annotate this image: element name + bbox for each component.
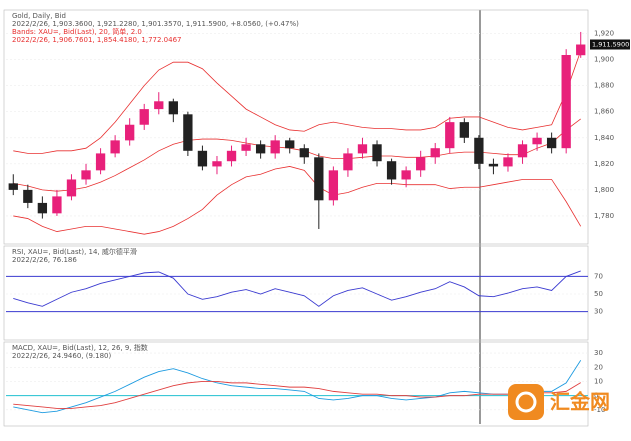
candle-body (299, 148, 309, 158)
candle-body (168, 101, 178, 115)
candle-body (401, 170, 411, 180)
panel-subtitle: 2022/2/26, 24.9460, (9.180) (12, 352, 112, 360)
y-tick-label: 1,780 (594, 212, 614, 220)
y-tick-label: 50 (594, 290, 603, 298)
band-title: Bands: XAU=, Bid(Last), 20, 简单, 2.0 (12, 27, 142, 36)
series-line (13, 360, 582, 414)
series-line (13, 381, 581, 409)
candle-body (314, 157, 324, 201)
panel-title: MACD, XAU=, Bid(Last), 12, 26, 9, 指数 (12, 343, 148, 352)
candle-body (226, 150, 237, 162)
candle-body (125, 124, 135, 141)
candle-body (561, 55, 571, 149)
watermark: 汇金网 (550, 390, 610, 414)
candle-body (503, 157, 513, 167)
candle-body (445, 122, 455, 149)
panel-frame (3, 245, 589, 341)
y-tick-label: 20 (594, 363, 603, 371)
band-lower (13, 166, 582, 235)
logo (508, 384, 544, 420)
candle-body (139, 109, 149, 125)
candle-body (372, 144, 382, 162)
candle-body (328, 170, 339, 201)
candle-body (576, 44, 586, 56)
candle-body (517, 144, 528, 158)
candle-body (23, 189, 33, 203)
candle-body (430, 148, 440, 158)
y-tick-label: 1,880 (594, 82, 614, 90)
candle-body (183, 114, 193, 151)
candle-body (212, 161, 222, 167)
candle-body (488, 163, 499, 167)
panel-subtitle: 2022/2/26, 76.186 (12, 256, 77, 264)
candle-body (285, 140, 295, 149)
y-tick-label: 1,920 (594, 30, 614, 38)
candle-body (52, 196, 62, 214)
y-tick-label: 30 (594, 308, 603, 316)
series-line (13, 270, 581, 307)
candle-body (37, 202, 48, 214)
y-tick-label: 1,860 (594, 108, 614, 116)
candle-body (474, 137, 484, 164)
logo-mark (515, 391, 537, 413)
candle-body (386, 161, 397, 180)
candle-body (154, 101, 164, 110)
candle-body (241, 144, 251, 151)
panel-title: Gold, Daily, Bid (12, 12, 66, 20)
last-price-box (590, 39, 630, 50)
last-price-label: 1,911.5900 (592, 40, 629, 48)
candle-body (270, 140, 280, 154)
y-tick-label: 0 (594, 392, 598, 400)
y-tick-label: 1,840 (594, 134, 614, 142)
candle-body (546, 137, 557, 149)
candle-body (255, 144, 266, 154)
y-tick-label: 70 (594, 272, 603, 280)
y-tick-label: 1,800 (594, 186, 614, 194)
candle-body (81, 170, 91, 180)
y-tick-label: 30 (594, 349, 603, 357)
candle-body (95, 153, 106, 171)
y-tick-label: 1,900 (594, 56, 614, 64)
candle-body (532, 137, 542, 145)
candle-body (343, 153, 353, 171)
candle-body (66, 179, 77, 197)
y-tick-label: 10 (594, 377, 603, 385)
candle-body (416, 157, 426, 171)
panel-subtitle: 2022/2/26, 1,903.3600, 1,921.2280, 1,901… (12, 20, 299, 28)
band-middle (13, 118, 581, 192)
panel-frame (3, 9, 589, 245)
candle-body (459, 122, 469, 138)
y-tick-label: -10 (594, 406, 605, 414)
panel-title: RSI, XAU=, Bid(Last), 14, 威尔德平滑 (12, 247, 137, 256)
band-values: 2022/2/26, 1,906.7601, 1,854.4180, 1,772… (12, 36, 181, 44)
band-upper (13, 50, 582, 154)
candle-body (357, 144, 368, 154)
candle-body (197, 150, 208, 167)
candle-body (110, 140, 120, 154)
y-tick-label: 1,820 (594, 160, 614, 168)
candle-body (8, 183, 18, 190)
panel-frame (3, 341, 589, 427)
